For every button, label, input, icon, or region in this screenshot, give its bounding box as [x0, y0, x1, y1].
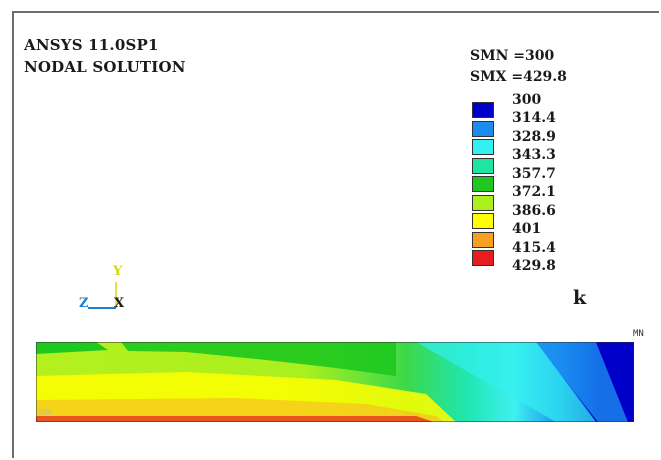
x-axis-label: X	[114, 296, 125, 311]
legend-label: 314.4	[512, 110, 556, 126]
band-green-left	[36, 342, 108, 354]
legend-swatch	[472, 250, 494, 266]
legend-item: 429.8	[472, 240, 622, 274]
z-axis-label: Z	[79, 296, 89, 311]
legend-item: 415.4	[472, 222, 622, 256]
triad-lines	[88, 282, 117, 309]
legend-item: 343.3	[472, 129, 622, 163]
band-blue	[536, 342, 628, 422]
legend-label: 401	[512, 221, 542, 237]
legend-item: 372.1	[472, 166, 622, 200]
legend-unit: k	[573, 287, 587, 309]
smx-value: SMX =429.8	[470, 69, 567, 85]
smn-value: SMN =300	[470, 48, 555, 64]
legend-item: 357.7	[472, 148, 622, 182]
legend-item: 401	[472, 203, 622, 237]
legend-label: 386.6	[512, 202, 556, 219]
legend-item: 314.4	[472, 92, 622, 126]
legend-swatch	[472, 194, 494, 211]
legend-swatch	[472, 120, 494, 137]
min-marker-label: MN	[633, 329, 644, 339]
band-cyan	[416, 342, 596, 422]
legend-min-label: 300	[512, 92, 542, 108]
legend-swatch	[472, 139, 494, 155]
band-red	[36, 416, 434, 422]
band-dark-blue	[596, 342, 634, 422]
max-marker-label: SMX	[38, 408, 53, 417]
legend-swatch	[472, 176, 494, 192]
legend-swatch	[472, 102, 494, 118]
legend-swatch	[472, 213, 494, 229]
legend-label: 343.3	[512, 147, 556, 163]
contour-plot	[36, 342, 634, 422]
plot-subtitle: NODAL SOLUTION	[24, 58, 186, 76]
app-title: ANSYS 11.0SP1	[24, 36, 159, 54]
legend-label: 429.8	[512, 258, 556, 274]
legend-label: 415.4	[512, 239, 556, 256]
band-green	[36, 342, 396, 376]
legend-label: 372.1	[512, 184, 556, 200]
legend-item: 328.9	[472, 111, 622, 145]
legend-item: 386.6	[472, 185, 622, 219]
legend-swatch	[472, 231, 494, 248]
y-axis-label: Y	[113, 264, 123, 279]
legend-label: 328.9	[512, 128, 556, 145]
viewport-frame	[12, 11, 659, 458]
legend-swatch	[472, 157, 494, 174]
legend-label: 357.7	[512, 165, 556, 182]
